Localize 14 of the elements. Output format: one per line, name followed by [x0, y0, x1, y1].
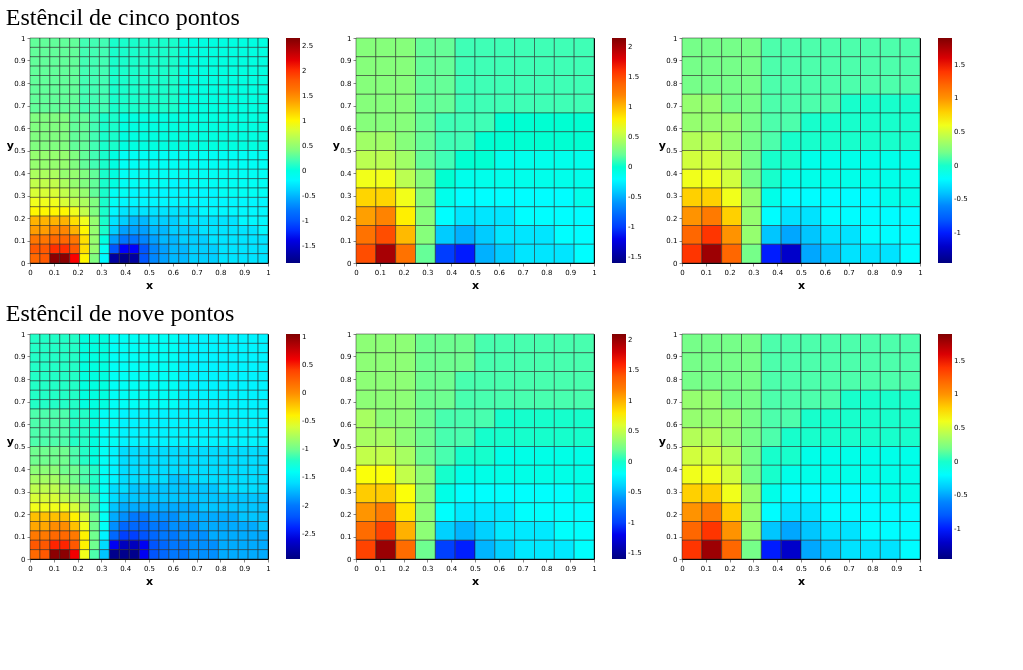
x-axis-title: x	[145, 278, 154, 292]
y-axis-title: y	[6, 435, 14, 448]
x-axis-title: x	[145, 574, 154, 588]
y-axis-title: y	[6, 139, 14, 152]
x-axis-title: x	[471, 574, 480, 588]
y-axis-title: y	[658, 139, 666, 152]
y-axis-title: y	[332, 435, 340, 448]
x-axis-title: x	[797, 574, 806, 588]
y-axis-title: y	[332, 139, 340, 152]
y-axis-title: y	[658, 435, 666, 448]
x-axis-title: x	[471, 278, 480, 292]
x-axis-title: x	[797, 278, 806, 292]
chart-title: Estêncil de cinco pontos	[5, 3, 240, 30]
chart-title: Estêncil de nove pontos	[5, 299, 235, 326]
